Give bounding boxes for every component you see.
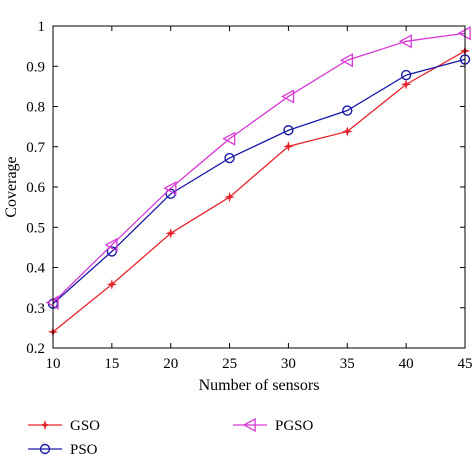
y-tick-label: 0.4 xyxy=(26,261,45,277)
series-line-pgso xyxy=(52,32,466,303)
legend-item-pso: PSO xyxy=(28,442,98,458)
data-point-pgso xyxy=(339,53,354,68)
y-tick-label: 1 xyxy=(38,19,46,35)
legend-label: PGSO xyxy=(275,418,314,434)
data-point-gso xyxy=(165,228,176,239)
data-point-pso xyxy=(283,125,294,136)
data-point-pso xyxy=(342,105,353,116)
series-pgso xyxy=(45,26,471,310)
data-point-gso xyxy=(106,279,118,290)
series-gso xyxy=(47,45,471,338)
y-tick-label: 0.9 xyxy=(26,59,45,75)
data-point-pgso xyxy=(104,237,118,253)
x-tick-label: 40 xyxy=(399,356,414,372)
y-tick-label: 0.6 xyxy=(26,180,45,196)
y-axis-title: Coverage xyxy=(3,156,20,217)
x-tick-label: 15 xyxy=(104,356,119,372)
legend-item-gso: GSO xyxy=(28,418,100,434)
legend: GSO PSO PGSO xyxy=(28,417,314,458)
data-point-pgso xyxy=(163,181,177,196)
data-point-pso xyxy=(400,69,412,81)
y-tick-label: 0.7 xyxy=(26,140,45,156)
legend-marker-triangle-left xyxy=(242,417,256,433)
x-axis-title: Number of sensors xyxy=(199,377,320,394)
data-point-pgso xyxy=(222,131,236,146)
legend-item-pgso: PGSO xyxy=(233,417,314,434)
y-tick-label: 0.3 xyxy=(26,301,45,317)
data-point-pgso xyxy=(398,34,412,49)
x-tick-label: 10 xyxy=(46,356,61,372)
data-point-gso xyxy=(342,126,353,137)
series-line-gso xyxy=(52,50,466,333)
data-point-pgso xyxy=(281,89,295,104)
x-tick-label: 25 xyxy=(222,356,237,372)
x-tick-label: 35 xyxy=(340,356,355,372)
y-tick-label: 0.8 xyxy=(26,100,45,116)
x-tick-label: 45 xyxy=(458,356,473,372)
data-point-gso xyxy=(400,79,412,90)
y-tick-label: 0.5 xyxy=(26,220,45,236)
x-tick-label: 20 xyxy=(163,356,178,372)
legend-label: PSO xyxy=(70,442,98,458)
data-point-pso xyxy=(224,152,235,164)
ticks-layer: 10 15 20 25 30 35 40 45 0.2 0.3 0.4 0.5 0.6 0.7 0.8 0.9… xyxy=(26,19,472,372)
series-line-pso xyxy=(52,58,466,305)
data-point-pso xyxy=(106,246,118,257)
legend-marker-star xyxy=(39,419,51,431)
plot-frame xyxy=(52,25,466,349)
series-pso xyxy=(47,54,471,309)
series-layer xyxy=(45,26,471,338)
y-tick-label: 0.2 xyxy=(26,341,45,357)
data-point-gso xyxy=(224,191,235,203)
legend-label: GSO xyxy=(70,418,100,434)
x-tick-label: 30 xyxy=(281,356,296,372)
legend-marker-circle xyxy=(39,443,51,455)
data-point-gso xyxy=(283,141,294,152)
